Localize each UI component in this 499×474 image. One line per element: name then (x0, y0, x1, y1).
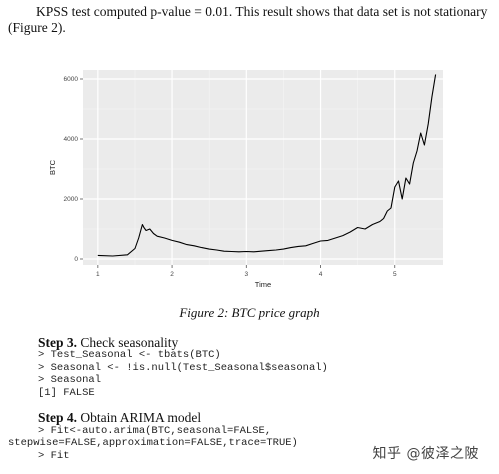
y-tick-label: 2000 (64, 196, 79, 203)
x-tick-label: 4 (319, 271, 323, 278)
y-tick-label: 6000 (64, 76, 79, 83)
y-tick-label: 4000 (64, 136, 79, 143)
step4-heading: Step 4. Obtain ARIMA model (38, 410, 201, 426)
x-tick-label: 2 (170, 271, 174, 278)
plot-panel (83, 70, 443, 265)
step4-code-line-1: > Fit<-auto.arima(BTC,seasonal=FALSE, (38, 425, 272, 437)
btc-price-chart: 1 2 3 4 5 0 2000 4000 6000 Time BTC (48, 70, 443, 289)
x-tick-label: 1 (96, 271, 100, 278)
step3-heading: Step 3. Check seasonality (38, 335, 178, 351)
btc-price-line (97, 74, 437, 257)
step3-label: Step 3. (38, 335, 78, 350)
step3-code-block: > Test_Seasonal <- tbats(BTC) > Seasonal… (38, 349, 328, 399)
intro-paragraph: KPSS test computed p-value = 0.01. This … (8, 4, 488, 35)
step3-title: Check seasonality (80, 335, 179, 350)
step4-code-line-2: stepwise=FALSE,approximation=FALSE,trace… (8, 437, 298, 449)
x-tick-label: 5 (393, 271, 397, 278)
y-axis-label: BTC (48, 159, 57, 175)
step4-code-line-3: > Fit (38, 450, 70, 462)
step4-label: Step 4. (38, 410, 78, 425)
step4-title: Obtain ARIMA model (80, 410, 202, 425)
figure-caption: Figure 2: BTC price graph (179, 305, 320, 320)
x-axis-label: Time (255, 280, 271, 289)
y-tick-label: 0 (74, 256, 78, 263)
x-tick-label: 3 (244, 271, 248, 278)
zhihu-watermark: 知乎 @彼泽之陂 (372, 446, 479, 462)
